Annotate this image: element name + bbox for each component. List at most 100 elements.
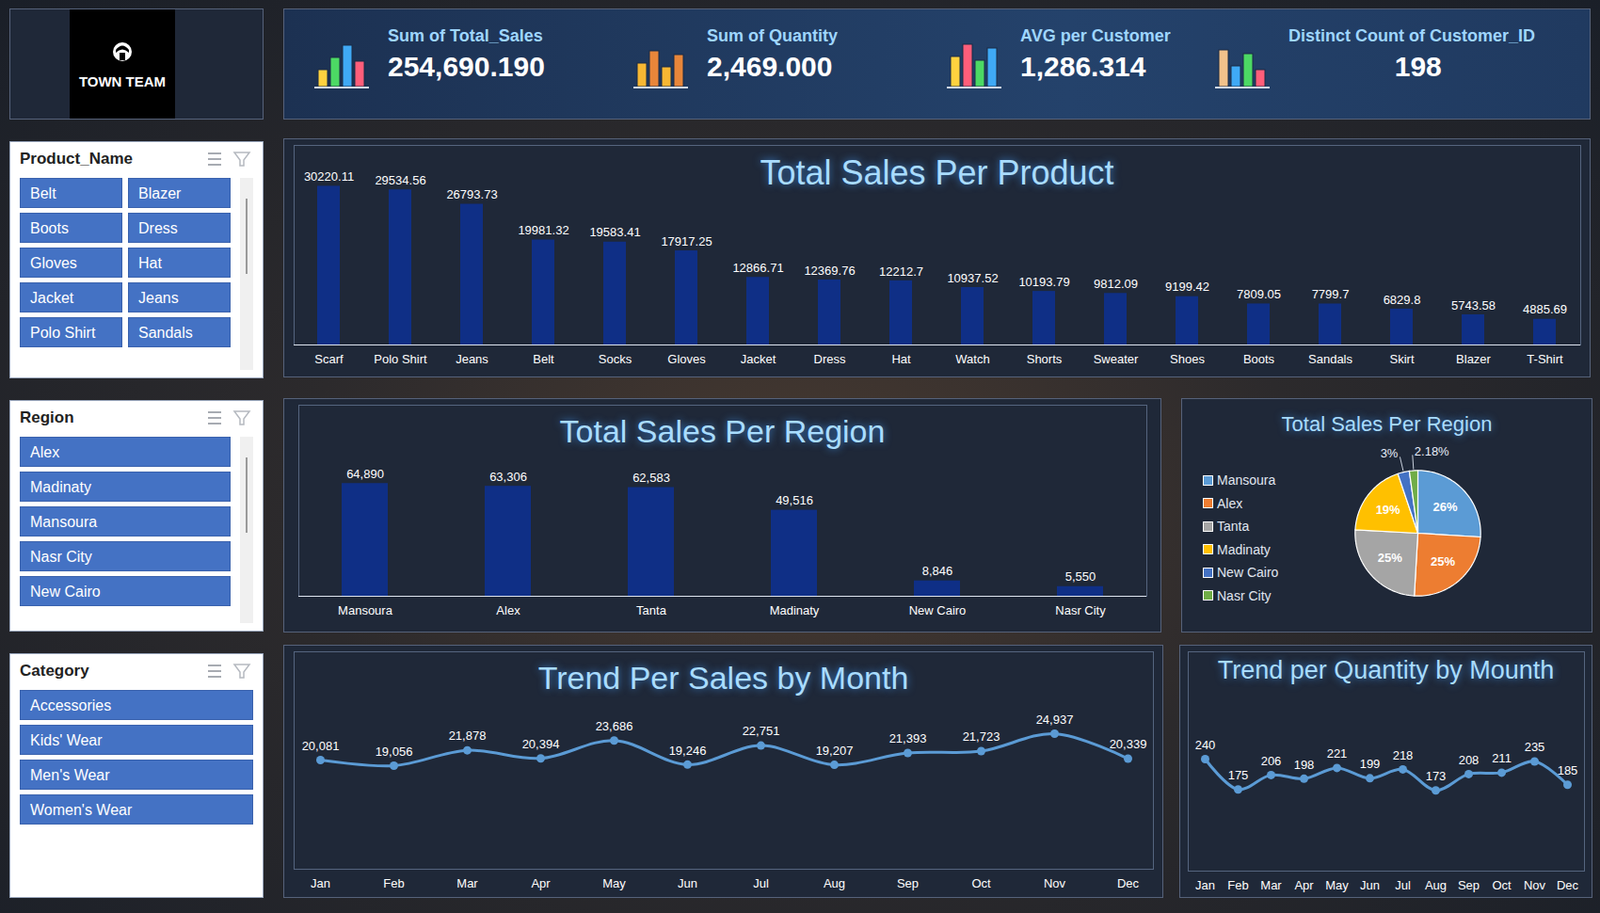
svg-text:Sep: Sep xyxy=(1457,878,1480,893)
svg-text:19%: 19% xyxy=(1376,502,1401,517)
svg-text:Dec: Dec xyxy=(1117,876,1140,891)
svg-text:5743.58: 5743.58 xyxy=(1451,298,1496,313)
svg-text:Skirt: Skirt xyxy=(1390,352,1415,367)
svg-text:208: 208 xyxy=(1458,752,1480,768)
svg-text:64,890: 64,890 xyxy=(346,466,384,481)
svg-text:240: 240 xyxy=(1195,737,1216,752)
svg-text:Belt: Belt xyxy=(532,352,555,367)
svg-text:20,081: 20,081 xyxy=(302,738,340,753)
svg-text:24,937: 24,937 xyxy=(1036,712,1074,727)
svg-text:Jacket: Jacket xyxy=(740,352,777,367)
svg-text:20,339: 20,339 xyxy=(1109,736,1148,752)
svg-text:26%: 26% xyxy=(1433,499,1458,514)
svg-text:Watch: Watch xyxy=(955,352,990,367)
svg-text:Nasr City: Nasr City xyxy=(1055,603,1106,618)
svg-text:Sweater: Sweater xyxy=(1093,352,1139,367)
svg-text:Nov: Nov xyxy=(1523,878,1547,893)
svg-text:25%: 25% xyxy=(1377,550,1403,565)
svg-text:Apr: Apr xyxy=(1294,878,1314,893)
svg-text:21,393: 21,393 xyxy=(889,731,928,746)
svg-text:Oct: Oct xyxy=(1491,878,1512,893)
svg-text:8,846: 8,846 xyxy=(922,563,954,578)
svg-text:12369.76: 12369.76 xyxy=(803,263,855,278)
svg-text:Alex: Alex xyxy=(496,603,521,618)
svg-text:25%: 25% xyxy=(1430,554,1456,569)
svg-text:173: 173 xyxy=(1425,768,1447,784)
svg-text:206: 206 xyxy=(1261,753,1282,768)
svg-text:2.18%: 2.18% xyxy=(1414,444,1450,459)
svg-text:Mar: Mar xyxy=(456,876,479,891)
svg-text:Jan: Jan xyxy=(310,876,331,891)
svg-text:20,394: 20,394 xyxy=(522,736,560,752)
svg-text:211: 211 xyxy=(1491,751,1512,766)
svg-text:17917.25: 17917.25 xyxy=(660,234,712,249)
svg-text:Dec: Dec xyxy=(1556,878,1580,893)
svg-text:Sandals: Sandals xyxy=(1308,352,1353,367)
svg-text:Aug: Aug xyxy=(1424,878,1447,893)
svg-text:30220.11: 30220.11 xyxy=(304,169,354,184)
svg-text:9199.42: 9199.42 xyxy=(1165,279,1210,294)
svg-text:Hat: Hat xyxy=(891,352,912,367)
svg-text:Shorts: Shorts xyxy=(1026,352,1063,367)
svg-text:7799.7: 7799.7 xyxy=(1312,287,1350,302)
svg-text:Scarf: Scarf xyxy=(314,352,344,367)
svg-text:26793.73: 26793.73 xyxy=(446,187,497,202)
svg-text:4885.69: 4885.69 xyxy=(1522,302,1568,317)
svg-text:12866.71: 12866.71 xyxy=(732,260,784,275)
svg-text:235: 235 xyxy=(1524,739,1546,754)
svg-text:29534.56: 29534.56 xyxy=(374,173,426,188)
svg-text:63,306: 63,306 xyxy=(489,469,528,484)
svg-text:22,751: 22,751 xyxy=(742,723,781,738)
svg-text:Jul: Jul xyxy=(752,876,769,891)
svg-text:Dress: Dress xyxy=(814,352,847,367)
svg-text:T-Shirt: T-Shirt xyxy=(1526,352,1564,367)
svg-text:6829.8: 6829.8 xyxy=(1383,292,1422,307)
svg-text:Feb: Feb xyxy=(383,876,404,891)
svg-text:19981.32: 19981.32 xyxy=(517,223,569,238)
svg-text:Jun: Jun xyxy=(677,876,698,891)
svg-text:19,056: 19,056 xyxy=(375,744,414,759)
svg-text:185: 185 xyxy=(1557,763,1579,778)
svg-text:Jun: Jun xyxy=(1360,878,1380,893)
svg-text:Jul: Jul xyxy=(1394,878,1411,893)
svg-text:Nov: Nov xyxy=(1043,876,1067,891)
svg-text:New Cairo: New Cairo xyxy=(909,603,967,618)
svg-text:221: 221 xyxy=(1327,746,1348,761)
svg-text:Feb: Feb xyxy=(1227,878,1248,893)
svg-text:Madinaty: Madinaty xyxy=(769,603,820,618)
svg-text:Blazer: Blazer xyxy=(1456,352,1492,367)
svg-text:Jeans: Jeans xyxy=(455,352,489,367)
svg-text:199: 199 xyxy=(1360,756,1381,771)
svg-text:Mar: Mar xyxy=(1260,878,1282,893)
svg-text:9812.09: 9812.09 xyxy=(1093,276,1138,291)
svg-text:Shoes: Shoes xyxy=(1169,352,1205,367)
svg-text:Jan: Jan xyxy=(1195,878,1216,893)
svg-text:Apr: Apr xyxy=(530,876,551,891)
svg-text:198: 198 xyxy=(1294,757,1315,772)
svg-text:3%: 3% xyxy=(1380,446,1399,461)
svg-text:21,878: 21,878 xyxy=(448,728,487,743)
svg-text:10193.79: 10193.79 xyxy=(1018,274,1070,289)
svg-text:Socks: Socks xyxy=(598,352,633,367)
svg-text:5,550: 5,550 xyxy=(1065,569,1097,584)
svg-text:19583.41: 19583.41 xyxy=(589,224,640,240)
svg-text:218: 218 xyxy=(1392,748,1414,763)
svg-text:May: May xyxy=(602,876,626,891)
svg-text:49,516: 49,516 xyxy=(775,493,814,508)
svg-text:10937.52: 10937.52 xyxy=(946,271,998,286)
svg-text:7809.05: 7809.05 xyxy=(1236,287,1281,302)
svg-text:23,686: 23,686 xyxy=(595,719,634,734)
svg-text:Boots: Boots xyxy=(1243,352,1276,367)
svg-text:Mansoura: Mansoura xyxy=(337,603,394,618)
svg-text:62,583: 62,583 xyxy=(632,470,671,485)
svg-text:Oct: Oct xyxy=(971,876,992,891)
svg-text:Sep: Sep xyxy=(896,876,919,891)
svg-text:19,207: 19,207 xyxy=(816,743,854,758)
svg-text:Aug: Aug xyxy=(823,876,846,891)
svg-text:12212.7: 12212.7 xyxy=(879,264,924,279)
svg-text:May: May xyxy=(1325,878,1349,893)
svg-text:19,246: 19,246 xyxy=(669,743,707,758)
svg-text:21,723: 21,723 xyxy=(962,729,1001,744)
svg-text:Gloves: Gloves xyxy=(667,352,706,367)
svg-text:Tanta: Tanta xyxy=(636,603,668,618)
